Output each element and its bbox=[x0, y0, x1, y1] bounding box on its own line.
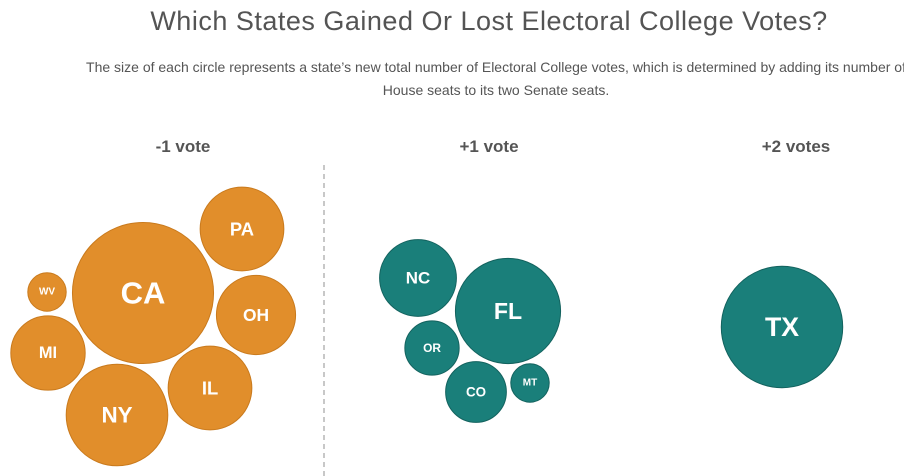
bubble-mi bbox=[10, 315, 86, 391]
bubble-tx bbox=[720, 265, 844, 389]
group-label-minus-1: -1 vote bbox=[155, 137, 211, 156]
bubble-mt bbox=[510, 363, 550, 403]
bubble-label-tx: TX bbox=[765, 312, 799, 342]
bubble-or bbox=[404, 320, 460, 376]
bubble-oh bbox=[215, 274, 297, 356]
bubble-label-ny: NY bbox=[101, 403, 132, 428]
bubble-ny bbox=[65, 363, 169, 467]
bubble-label-nc: NC bbox=[406, 269, 430, 288]
bubble-nc bbox=[379, 239, 457, 317]
bubble-label-or: OR bbox=[423, 341, 441, 355]
bubble-co bbox=[445, 361, 507, 423]
bubble-label-co: CO bbox=[466, 385, 486, 400]
bubble-ca bbox=[71, 221, 215, 365]
bubble-label-mi: MI bbox=[39, 344, 57, 362]
group-label-plus-2: +2 votes bbox=[761, 137, 831, 156]
bubble-fl bbox=[454, 257, 562, 365]
bubble-label-mt: MT bbox=[523, 378, 537, 389]
bubble-wv bbox=[27, 272, 67, 312]
bubbles-layer: CA NY PA IL OH MI WV FL NC CO OR MT TX bbox=[10, 186, 844, 467]
bubble-label-ca: CA bbox=[121, 276, 166, 311]
bubble-label-il: IL bbox=[202, 378, 218, 399]
bubble-label-fl: FL bbox=[494, 298, 522, 324]
group-label-plus-1: +1 vote bbox=[459, 137, 519, 156]
bubble-il bbox=[167, 345, 253, 431]
bubble-label-pa: PA bbox=[230, 219, 254, 240]
chart-subtitle: The size of each circle represents a sta… bbox=[86, 59, 904, 98]
bubble-pa bbox=[199, 186, 285, 272]
bubble-label-oh: OH bbox=[243, 305, 269, 325]
bubble-label-wv: WV bbox=[39, 287, 55, 298]
chart-title: Which States Gained Or Lost Electoral Co… bbox=[150, 6, 828, 36]
